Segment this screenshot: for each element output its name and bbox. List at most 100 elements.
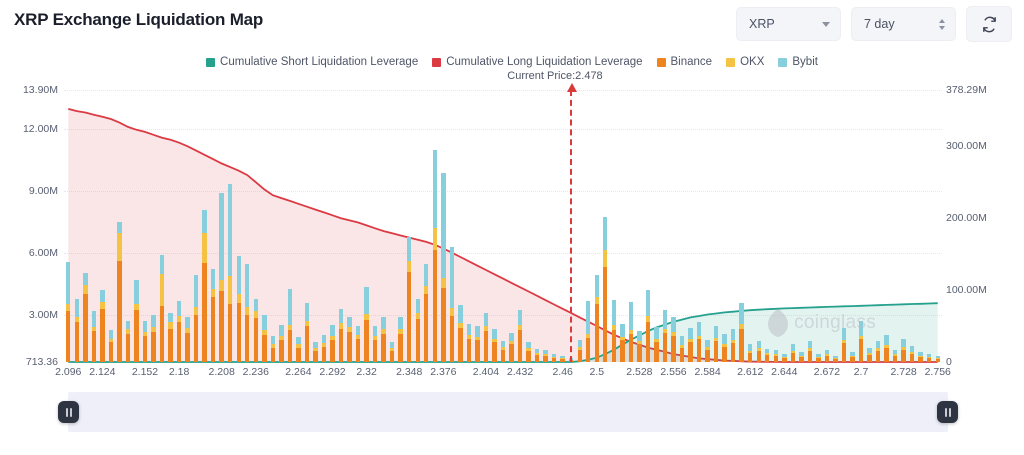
liquidation-bar[interactable] bbox=[858, 321, 864, 362]
liquidation-bar[interactable] bbox=[747, 344, 753, 362]
coin-select[interactable]: XRP bbox=[736, 7, 841, 41]
liquidation-bar[interactable] bbox=[458, 305, 463, 362]
liquidation-bar[interactable] bbox=[100, 289, 105, 362]
legend-item-4[interactable]: Bybit bbox=[778, 56, 818, 68]
liquidation-bar[interactable] bbox=[91, 311, 97, 362]
liquidation-bar[interactable] bbox=[696, 322, 702, 362]
liquidation-bar[interactable] bbox=[509, 333, 514, 362]
liquidation-bar[interactable] bbox=[594, 275, 599, 362]
liquidation-bar[interactable] bbox=[722, 334, 727, 362]
liquidation-bar[interactable] bbox=[526, 342, 531, 362]
liquidation-bar[interactable] bbox=[483, 312, 489, 362]
liquidation-bar[interactable] bbox=[705, 339, 710, 362]
liquidation-bar[interactable] bbox=[901, 338, 906, 362]
liquidation-bar[interactable] bbox=[245, 264, 250, 362]
liquidation-bar[interactable] bbox=[884, 335, 889, 362]
liquidation-bar[interactable] bbox=[824, 350, 830, 362]
liquidation-bar[interactable] bbox=[841, 327, 847, 362]
liquidation-bar[interactable] bbox=[279, 324, 284, 362]
liquidation-bar[interactable] bbox=[125, 320, 131, 362]
liquidation-bar[interactable] bbox=[159, 254, 165, 362]
liquidation-bar[interactable] bbox=[228, 183, 233, 362]
liquidation-bar[interactable] bbox=[892, 350, 898, 362]
liquidation-bar[interactable] bbox=[338, 309, 344, 362]
liquidation-bar[interactable] bbox=[790, 344, 796, 362]
liquidation-bar[interactable] bbox=[193, 275, 199, 362]
liquidation-bar[interactable] bbox=[577, 339, 582, 362]
liquidation-bar[interactable] bbox=[475, 326, 480, 362]
liquidation-bar[interactable] bbox=[730, 329, 736, 362]
legend-item-3[interactable]: OKX bbox=[726, 56, 764, 68]
liquidation-bar[interactable] bbox=[202, 210, 207, 362]
liquidation-bar[interactable] bbox=[321, 335, 327, 362]
liquidation-bar[interactable] bbox=[432, 149, 437, 362]
liquidation-bar[interactable] bbox=[347, 316, 352, 362]
liquidation-bar[interactable] bbox=[424, 264, 429, 362]
liquidation-bar[interactable] bbox=[151, 314, 156, 362]
liquidation-bar[interactable] bbox=[560, 355, 565, 362]
slider-handle-right[interactable] bbox=[937, 401, 958, 423]
liquidation-bar[interactable] bbox=[66, 261, 71, 362]
liquidation-bar[interactable] bbox=[466, 323, 472, 362]
liquidation-bar[interactable] bbox=[355, 325, 361, 362]
liquidation-bar[interactable] bbox=[586, 301, 591, 362]
refresh-button[interactable] bbox=[966, 6, 1012, 42]
liquidation-bar[interactable] bbox=[850, 351, 855, 362]
liquidation-bar[interactable] bbox=[534, 348, 540, 362]
liquidation-bar[interactable] bbox=[603, 216, 608, 362]
liquidation-bar[interactable] bbox=[833, 356, 838, 362]
liquidation-bar[interactable] bbox=[492, 329, 497, 362]
slider-handle-left[interactable] bbox=[58, 401, 79, 423]
liquidation-bar[interactable] bbox=[551, 354, 557, 362]
liquidation-bar[interactable] bbox=[620, 324, 625, 362]
liquidation-bar[interactable] bbox=[134, 279, 139, 362]
period-select[interactable]: 7 day bbox=[851, 7, 956, 41]
liquidation-bar[interactable] bbox=[407, 237, 412, 362]
liquidation-bar[interactable] bbox=[867, 348, 872, 362]
liquidation-bar[interactable] bbox=[816, 354, 821, 362]
liquidation-bar[interactable] bbox=[671, 316, 676, 362]
liquidation-bar[interactable] bbox=[372, 325, 378, 362]
liquidation-bar[interactable] bbox=[381, 316, 386, 362]
liquidation-bar[interactable] bbox=[637, 331, 642, 362]
liquidation-bar[interactable] bbox=[168, 312, 173, 362]
liquidation-bar[interactable] bbox=[645, 289, 651, 362]
liquidation-bar[interactable] bbox=[654, 327, 659, 362]
liquidation-bar[interactable] bbox=[628, 301, 634, 362]
liquidation-bar[interactable] bbox=[253, 299, 258, 362]
liquidation-bar[interactable] bbox=[117, 221, 122, 362]
liquidation-bar[interactable] bbox=[304, 303, 310, 362]
liquidation-bar[interactable] bbox=[773, 350, 778, 362]
liquidation-bar[interactable] bbox=[739, 303, 744, 362]
liquidation-bar[interactable] bbox=[918, 351, 923, 362]
liquidation-bar[interactable] bbox=[330, 324, 335, 362]
liquidation-bar[interactable] bbox=[713, 325, 719, 362]
liquidation-bar[interactable] bbox=[679, 336, 685, 362]
legend-item-0[interactable]: Cumulative Short Liquidation Leverage bbox=[206, 56, 418, 68]
liquidation-bar[interactable] bbox=[875, 341, 881, 362]
liquidation-bar[interactable] bbox=[364, 286, 369, 362]
liquidation-bar[interactable] bbox=[765, 348, 770, 362]
liquidation-bar[interactable] bbox=[926, 354, 932, 362]
liquidation-bar[interactable] bbox=[909, 346, 915, 362]
liquidation-bar[interactable] bbox=[313, 342, 318, 362]
liquidation-bar[interactable] bbox=[210, 269, 216, 362]
liquidation-bar[interactable] bbox=[611, 300, 617, 362]
liquidation-bar[interactable] bbox=[449, 246, 455, 362]
liquidation-bar[interactable] bbox=[935, 356, 940, 362]
liquidation-bar[interactable] bbox=[756, 341, 761, 362]
range-slider[interactable] bbox=[58, 392, 958, 432]
liquidation-bar[interactable] bbox=[83, 273, 88, 362]
liquidation-bar[interactable] bbox=[270, 336, 276, 362]
liquidation-bar[interactable] bbox=[517, 310, 523, 362]
liquidation-bar[interactable] bbox=[219, 192, 224, 362]
legend-item-1[interactable]: Cumulative Long Liquidation Leverage bbox=[432, 56, 643, 68]
liquidation-bar[interactable] bbox=[441, 173, 446, 362]
liquidation-bar[interactable] bbox=[142, 320, 148, 362]
liquidation-bar[interactable] bbox=[807, 341, 813, 362]
liquidation-bar[interactable] bbox=[74, 299, 79, 362]
liquidation-bar[interactable] bbox=[287, 288, 293, 362]
liquidation-bar[interactable] bbox=[176, 301, 182, 362]
liquidation-bar[interactable] bbox=[662, 310, 668, 362]
liquidation-bar[interactable] bbox=[782, 354, 787, 362]
